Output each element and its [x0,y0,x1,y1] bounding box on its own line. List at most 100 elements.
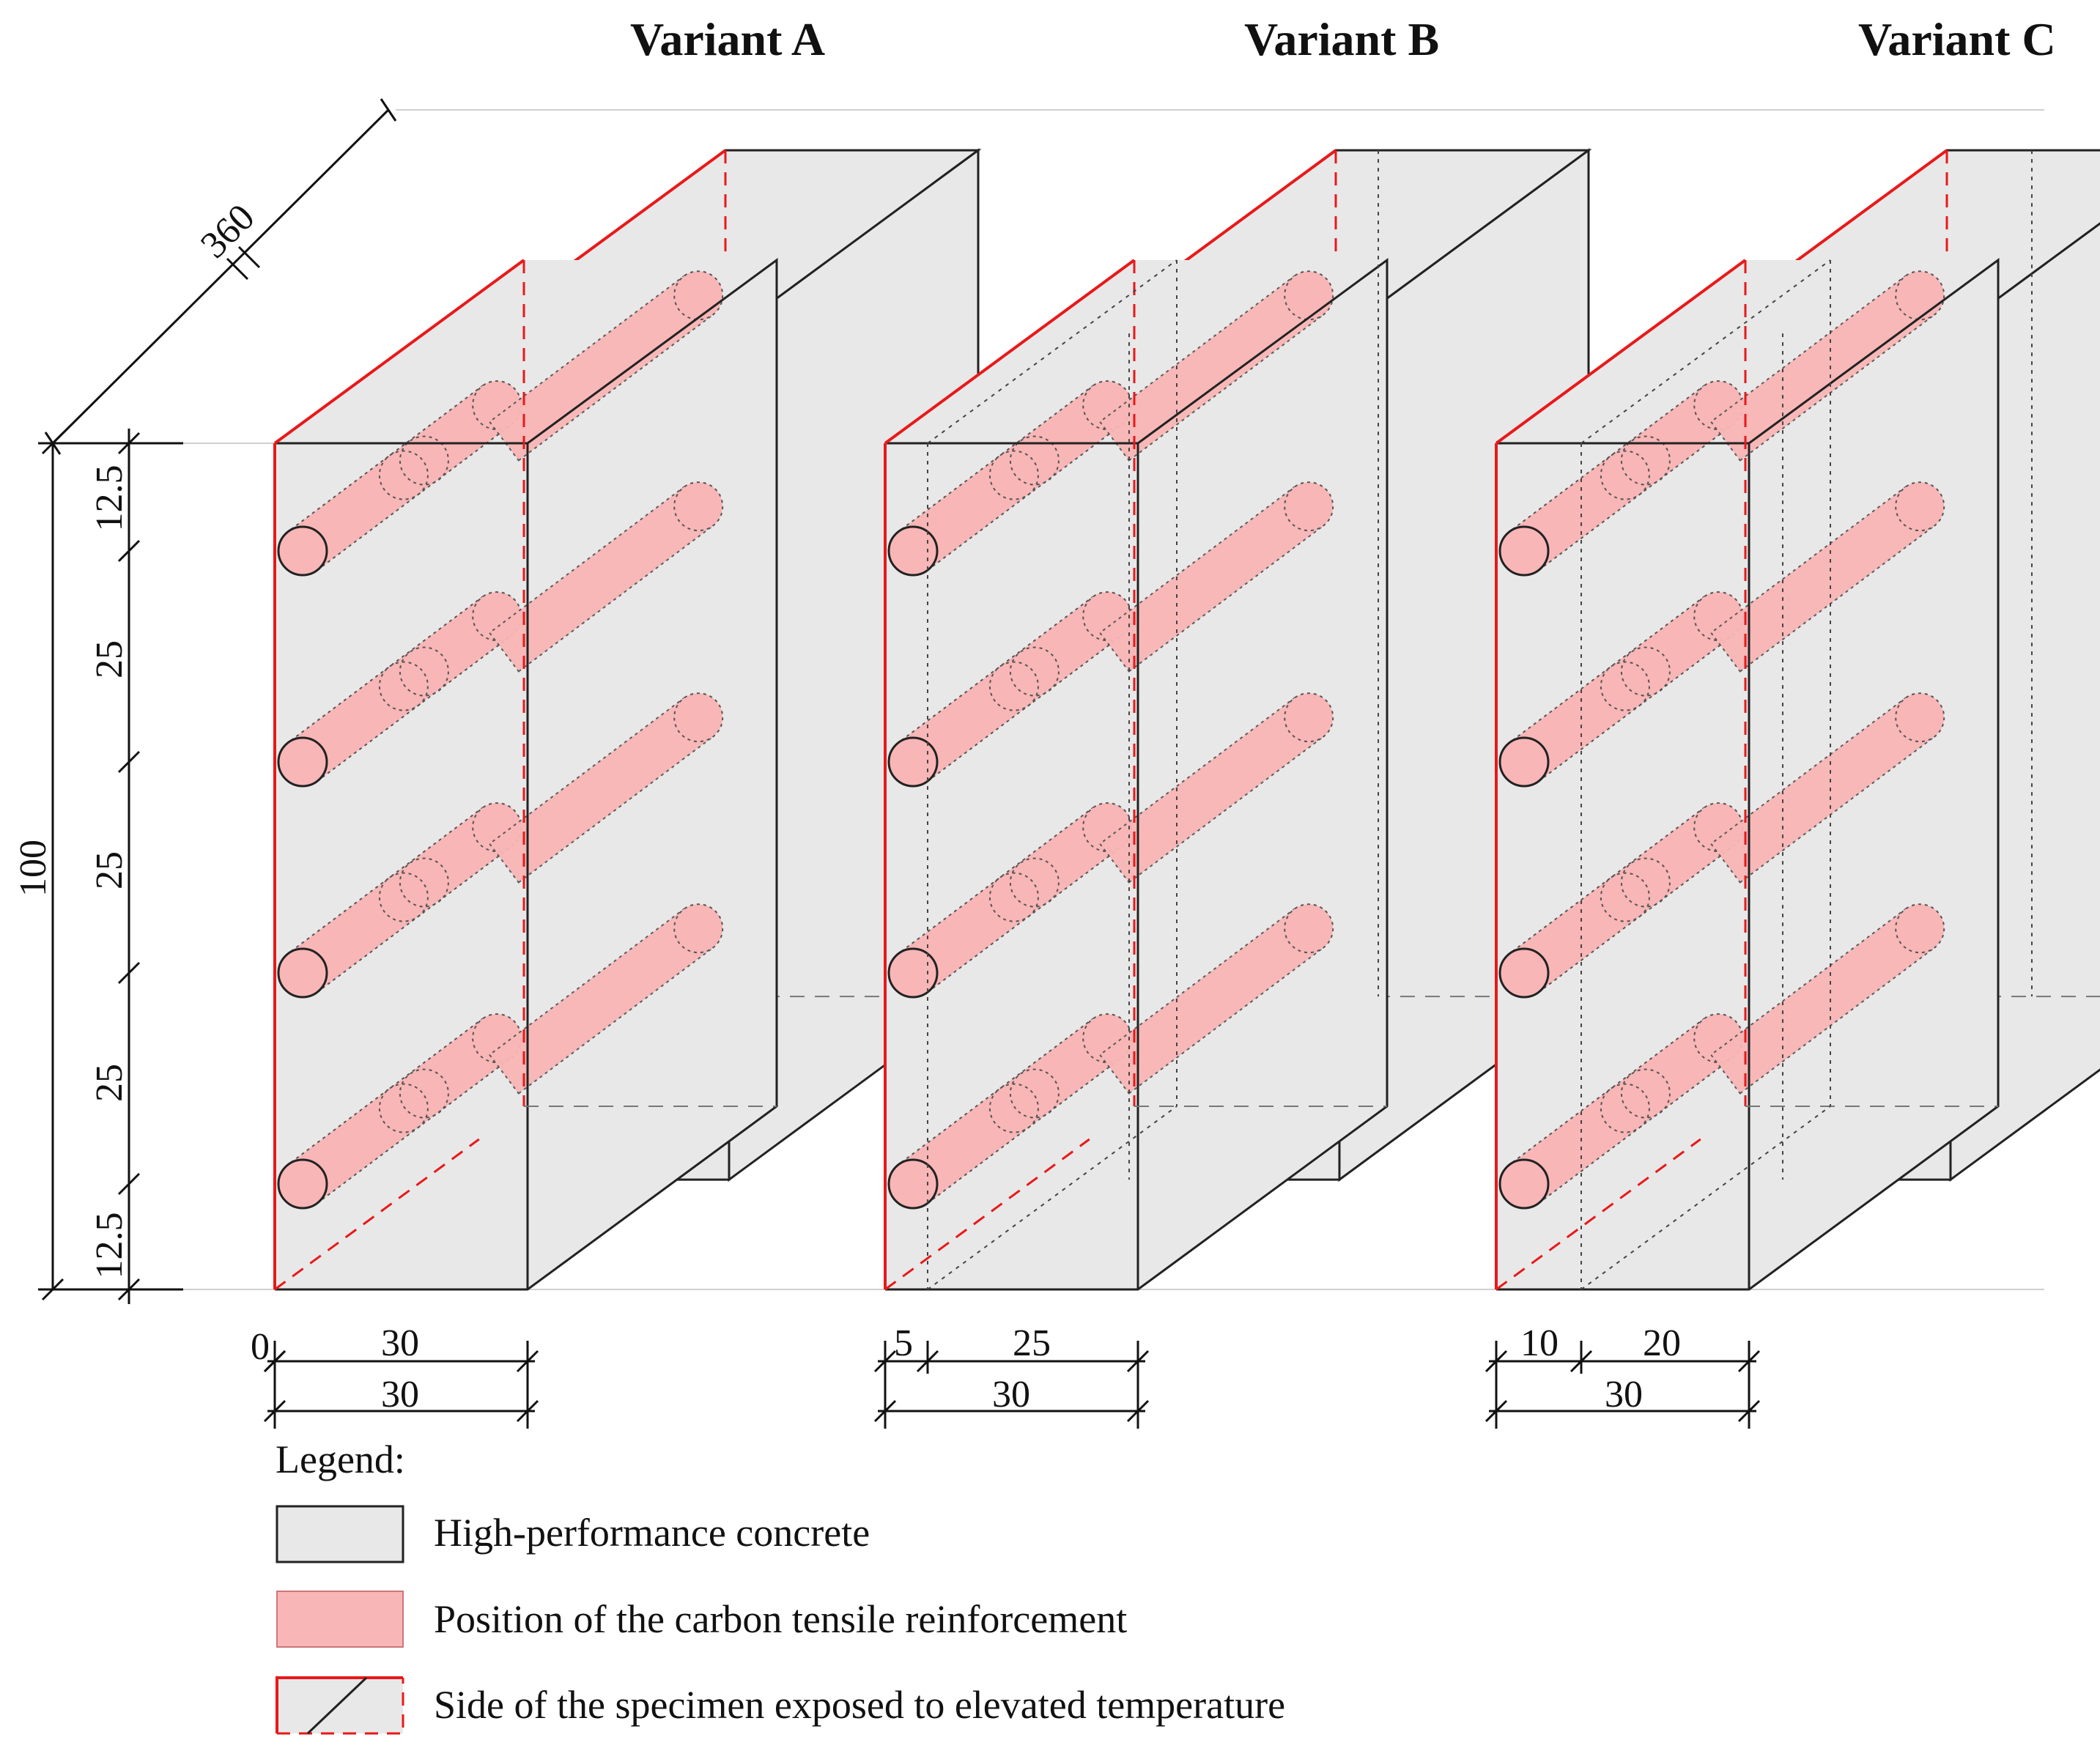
variant-c-title: Variant C [1858,13,2056,65]
dim-tick [1126,1350,1150,1373]
reinforcement-rod-section [988,661,1039,711]
reinforcement-rod-section [378,450,429,500]
legend-exposed-swatch [276,1676,404,1735]
reinforcement-rod-section [1620,435,1671,486]
reinforcement-rod-section [988,1083,1039,1133]
dim-tick [117,432,141,455]
variant-b-left-dim: 5 [894,1322,913,1364]
height-seg-5-label: 12.5 [89,1213,130,1279]
front-slab-edges [275,258,778,1291]
reinforcement-rod-back [1709,908,1936,1095]
dim-tick [117,1172,141,1196]
reinforcement-rod-section [1620,646,1671,697]
dim-tick [41,1278,64,1301]
reinforcement-rod-end [277,525,328,577]
dim-tick [117,539,141,563]
dim-tick [873,1399,897,1423]
height-seg-4-label: 25 [89,1064,130,1102]
reinforcement-rod-section [1009,857,1060,908]
reinforcement-rod-end [1498,1158,1550,1210]
dim-tick [117,961,141,985]
variant-a-total-dim: 30 [381,1374,419,1415]
dim-tick [117,750,141,774]
variant-b-total-dim: 30 [992,1374,1030,1415]
reinforcement-rod-back-end [1284,903,1334,954]
dim-tick [516,1350,539,1373]
inner-boundary [1580,259,1831,444]
reinforcement-rod-section [399,646,449,697]
variant-a-left-dim: 0 [251,1326,270,1368]
dim-tick [516,1399,539,1423]
dim-tick [1737,1399,1761,1423]
exposed-top-edge [1495,259,1747,445]
reinforcement-rod-back-end [1284,481,1334,532]
reinforcement-rod-section [988,872,1039,922]
reinforcement-rod-back [1709,275,1936,462]
specimens [273,148,2100,1291]
reinforcement-rod-section [399,857,449,908]
variant-a-title: Variant A [630,13,825,65]
variant-a-right-dim: 30 [381,1322,419,1364]
reinforcement-rod-section [378,872,429,922]
reinforcement-bars [887,270,1334,1210]
reinforcement-rod-section [1009,646,1060,697]
reinforcement-rod-end [277,947,328,999]
height-seg-3-label: 25 [89,851,130,889]
front-slab-outline [1495,150,2033,1291]
inner-boundary [927,259,1177,444]
dim-tick [263,1350,286,1373]
reinforcement-rod-back-end [673,270,724,321]
dim-tick [1737,1350,1761,1373]
legend-reinforcement-swatch [276,1591,404,1648]
front-slab-outline [884,150,1389,1291]
reinforcement-rod-end [277,736,328,788]
reinforcement-rod-back-end [1284,692,1334,743]
reinforcement-rod-section [1009,435,1060,486]
reinforcement-rod-section [1600,872,1650,922]
reinforcement-rod-section [378,661,429,711]
front-slab-edges [1496,258,2000,1291]
inner-boundary [927,1106,1177,1290]
dim-tick [263,1399,286,1423]
dim-tick [1126,1399,1150,1423]
reinforcement-rod-back-end [673,481,724,532]
reinforcement-bars [277,270,724,1210]
variant-c-total-dim: 30 [1605,1374,1643,1415]
reinforcement-rod-section [1600,661,1650,711]
dim-tick [1570,1350,1593,1373]
reinforcement-rod-section [1620,857,1671,908]
reinforcement-rod-section [1009,1068,1060,1119]
reinforcement-rod-back-end [1895,270,1945,321]
depth-dim-label: 360 [193,196,262,266]
legend-concrete-label: High-performance concrete [434,1511,870,1555]
height-seg-1-label: 12.5 [89,465,130,532]
reinforcement-rod-back-end [1895,903,1945,954]
reinforcement-rod [286,1018,513,1204]
reinforcement-rod-end [1498,736,1550,788]
dim-tick [1485,1350,1508,1373]
dim-tick [117,1278,141,1301]
reinforcement-bars [1498,270,1945,1210]
reinforcement-rod [286,807,513,993]
reinforcement-rod-section [399,1068,449,1119]
reinforcement-rod-back [488,908,714,1095]
reinforcement-rod-end [1498,525,1550,577]
dim-tick [41,432,64,455]
reinforcement-rod-section [988,450,1039,500]
exposed-top-edge [273,259,525,445]
reinforcement-rod-end [887,1158,939,1210]
variant-c-right-dim: 20 [1643,1322,1681,1364]
front-slab-edges [885,258,1389,1291]
reinforcement-rod-back-end [1284,270,1334,321]
reinforcement-rod-back-end [1895,692,1945,743]
reinforcement-rod-section [1600,450,1650,500]
specimen-variant-c [1495,149,2100,1291]
dim-tick [916,1350,939,1373]
reinforcement-rod-section [1600,1083,1650,1133]
variant-b-title: Variant B [1244,13,1439,65]
inner-boundary [1580,1106,1831,1290]
exposed-top-edge [884,259,1136,445]
reinforcement-rod-end [887,947,939,999]
legend-title: Legend: [276,1437,405,1481]
legend-concrete-swatch [276,1505,404,1563]
